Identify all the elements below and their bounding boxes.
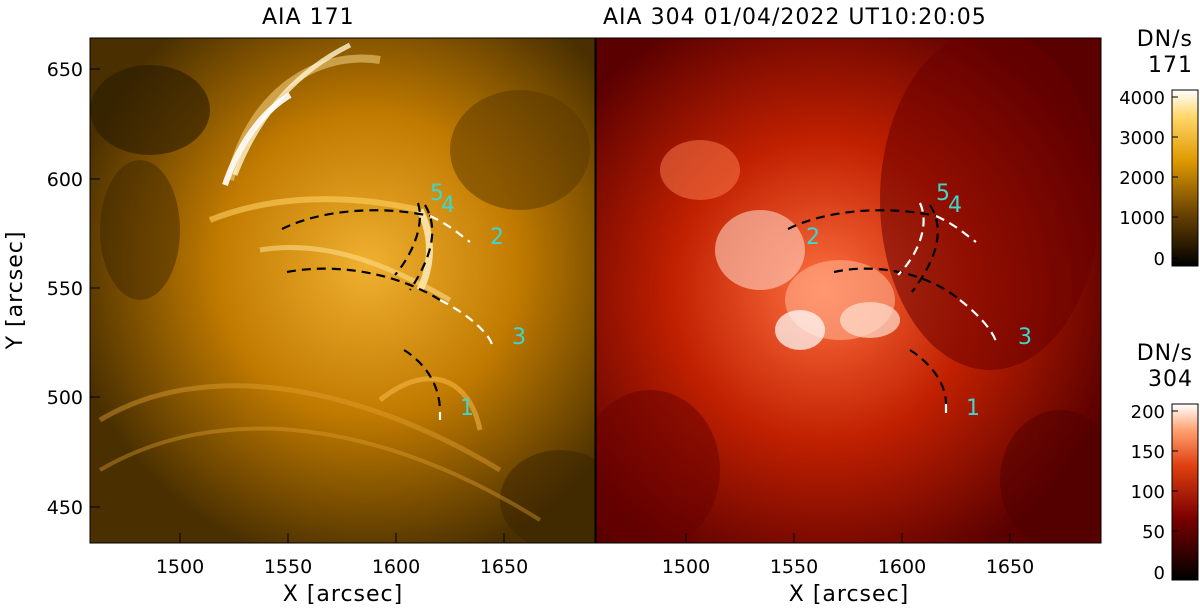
aia304-frame: [595, 37, 1102, 544]
x-tick-label: 1650: [986, 556, 1034, 578]
colorbar-171-tick: 4000: [1119, 88, 1165, 109]
colorbar-171-tick: 3000: [1119, 128, 1165, 149]
loop-label-1-171: 1: [460, 396, 474, 421]
colorbar-171: [1171, 89, 1199, 267]
loop-label-5-171: 5: [430, 181, 444, 206]
loop-label-3-171: 3: [512, 325, 526, 350]
loop-label-4-304: 4: [948, 193, 962, 218]
loop-label-2-171: 2: [490, 225, 504, 250]
loop-label-5-304: 5: [936, 181, 950, 206]
colorbar-304-tick: 200: [1131, 402, 1165, 423]
x-axis-label-304: X [arcsec]: [789, 582, 909, 607]
colorbar-171-tick: 1000: [1119, 208, 1165, 229]
aia304-image: [596, 38, 1101, 543]
x-tick-label: 1500: [156, 556, 204, 578]
colorbar-304-ticks: [1172, 410, 1178, 573]
colorbar-304-tick: 100: [1131, 482, 1165, 503]
colorbar-171-tick: 2000: [1119, 168, 1165, 189]
colorbar-304-tick: 150: [1131, 442, 1165, 463]
loop-label-3-304: 3: [1018, 325, 1032, 350]
x-tick-label: 1650: [480, 556, 528, 578]
aia304-title: AIA 304 01/04/2022 UT10:20:05: [603, 5, 987, 30]
loop-label-4-171: 4: [441, 193, 455, 218]
colorbar-304-unit: DN/s: [1137, 341, 1193, 366]
loop-label-1-304: 1: [966, 396, 980, 421]
y-tick-label: 600: [47, 169, 83, 191]
loop-label-2-304: 2: [806, 225, 820, 250]
y-tick-label: 450: [47, 497, 83, 519]
aia171-title: AIA 171: [262, 5, 355, 30]
x-tick-label: 1600: [372, 556, 420, 578]
x-axis-label-171: X [arcsec]: [283, 582, 403, 607]
colorbar-171-unit: DN/s: [1137, 27, 1193, 52]
x-tick-label: 1550: [264, 556, 312, 578]
x-tick-label: 1500: [662, 556, 710, 578]
aia171-frame: [89, 37, 596, 544]
y-axis-label: Y [arcsec]: [3, 231, 28, 351]
x-tick-label: 1600: [878, 556, 926, 578]
x-axis-ticks-171: [179, 533, 505, 543]
y-tick-label: 650: [47, 59, 83, 81]
colorbar-171-channel: 171: [1148, 53, 1193, 78]
y-tick-label: 550: [47, 278, 83, 300]
colorbar-304-tick: 50: [1142, 522, 1165, 543]
colorbar-171-ticks: [1172, 96, 1178, 259]
x-tick-label: 1550: [770, 556, 818, 578]
x-axis-ticks-304: [685, 533, 1011, 543]
aia171-image: [90, 38, 595, 543]
colorbar-304-tick: 0: [1154, 563, 1165, 584]
y-tick-label: 500: [47, 387, 83, 409]
colorbar-304-channel: 304: [1148, 367, 1193, 392]
colorbar-171-tick: 0: [1154, 249, 1165, 270]
colorbar-304: [1171, 403, 1199, 581]
y-axis-ticks: [90, 68, 100, 508]
